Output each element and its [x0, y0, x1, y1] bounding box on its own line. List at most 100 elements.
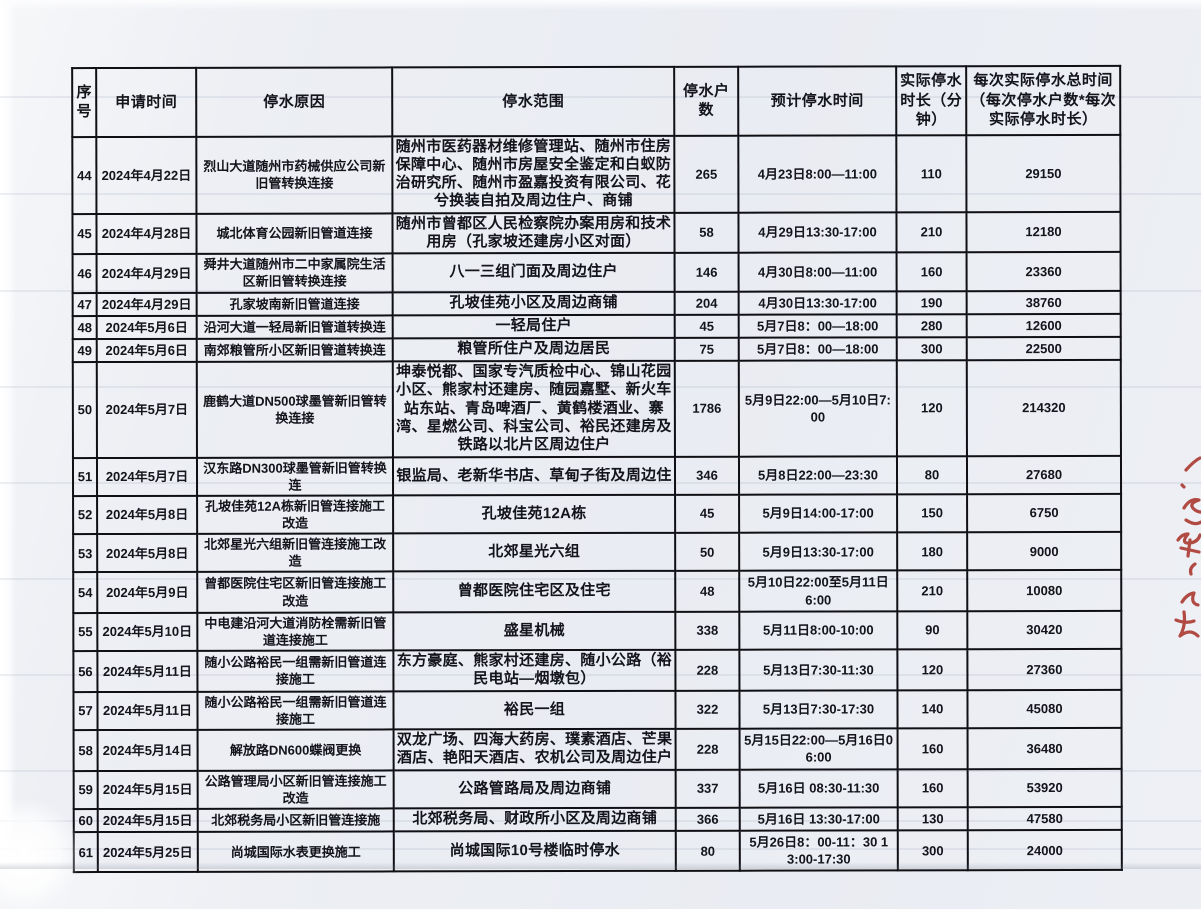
cell-applied: 2024年5月8日 [97, 534, 198, 573]
cell-households: 146 [674, 252, 739, 292]
cell-minutes: 210 [897, 570, 968, 612]
handwritten-red-annotation [1148, 444, 1201, 650]
cell-scope: 银监局、老新华书店、草甸子街及周边住 [392, 456, 676, 496]
scan-edge-bottom [0, 862, 1201, 869]
table-row: 58 2024年5月14日 解放路DN600蝶阀更换 双龙广场、四海大药房、璞素酒店、… [73, 727, 1122, 771]
cell-scope: 坤泰悦都、国家专汽质检中心、锦山花园小区、熊家村还建房、随园嘉墅、新火车站东站、… [392, 360, 675, 457]
cell-scope: 孔坡佳苑12A栋 [393, 494, 676, 534]
cell-minutes: 190 [896, 290, 967, 315]
cell-applied: 2024年5月7日 [96, 457, 198, 496]
cell-households: 204 [674, 291, 739, 315]
cell-households: 228 [675, 728, 740, 770]
cell-minutes: 120 [897, 649, 968, 691]
cell-households: 322 [675, 690, 740, 729]
cell-planned: 5月9日22:00—5月10日7:00 [738, 360, 897, 457]
table-row: 60 2024年5月15日 北郊税务局小区新旧管连接施 北郊税务局、财政所小区及周边商… [73, 806, 1122, 833]
cell-households: 1786 [674, 360, 739, 457]
cell-reason: 北郊税务局小区新旧管连接施 [197, 808, 394, 832]
cell-total: 12180 [966, 211, 1121, 253]
cell-total: 30420 [967, 610, 1122, 650]
table-row: 57 2024年5月11日 随小公路裕民一组需新旧管道连接施工 裕民一组 322 5月13… [73, 689, 1122, 731]
cell-scope: 一轻局住户 [392, 314, 675, 339]
cell-reason: 曾都医院住宅区新旧管连接施工改造 [197, 571, 394, 613]
cell-households: 48 [675, 571, 740, 612]
cell-households: 58 [674, 212, 739, 254]
cell-applied: 2024年5月6日 [96, 338, 197, 363]
cell-total: 214320 [966, 359, 1121, 456]
cell-planned: 4月23日8:00—11:00 [738, 134, 897, 213]
cell-planned: 4月30日13:30-17:00 [738, 290, 897, 315]
header-row: 序号 申请时间 停水原因 停水范围 停水户数 预计停水时间 实际停水时长（分钟）… [72, 65, 1121, 137]
cell-total: 45080 [967, 689, 1122, 729]
cell-scope: 孔坡佳苑小区及周边商铺 [392, 291, 675, 316]
scan-glare [0, 799, 80, 909]
table-row: 54 2024年5月9日 曾都医院住宅区新旧管连接施工改造 曾都医院住宅区及住宅 48 5… [73, 570, 1122, 613]
cell-no: 53 [73, 534, 98, 573]
scan-line [0, 290, 1201, 292]
cell-no: 50 [72, 362, 97, 458]
cell-scope: 随州市医药器材维修管理站、随州市住房保障中心、随州市房屋安全鉴定和白蚁防治研究所… [392, 135, 675, 214]
cell-no: 55 [73, 612, 98, 652]
cell-planned: 5月9日13:30-17:00 [739, 532, 898, 572]
cell-no: 47 [72, 292, 97, 316]
cell-total: 38760 [966, 290, 1121, 314]
scan-line [0, 770, 1201, 772]
cell-planned: 5月11日8:00-10:00 [739, 611, 898, 650]
cell-minutes: 180 [897, 532, 968, 571]
scan-edge-left [0, 0, 16, 869]
cell-applied: 2024年5月11日 [97, 691, 198, 731]
cell-total: 6750 [967, 493, 1122, 533]
cell-planned: 5月16日 13:30-17:00 [739, 807, 898, 831]
cell-total: 10080 [967, 570, 1122, 612]
cell-households: 338 [675, 611, 740, 650]
table-row: 59 2024年5月15日 公路管理局小区新旧管连接施工改造 公路管路局及周边商铺 33… [73, 768, 1122, 810]
cell-reason: 中电建沿河大道消防栓需新旧管道连接施工 [197, 612, 394, 651]
col-header-serial: 序号 [72, 68, 97, 137]
cell-scope: 随州市曾都区人民检察院办案用房和技术用房（孔家坡还建房小区对面） [392, 212, 675, 254]
cell-planned: 5月15日22:00—5月16日06:00 [739, 728, 898, 770]
cell-reason: 北郊星光六组新旧管连接施工改造 [197, 533, 394, 573]
cell-minutes: 160 [897, 728, 968, 769]
cell-no: 58 [73, 730, 98, 771]
cell-scope: 公路管路局及周边商铺 [393, 769, 676, 809]
cell-households: 337 [675, 769, 740, 808]
cell-applied: 2024年5月6日 [96, 315, 197, 339]
cell-households: 45 [674, 314, 739, 338]
cell-reason: 孔家坡南新旧管道连接 [196, 292, 393, 316]
water-outage-table: 序号 申请时间 停水原因 停水范围 停水户数 预计停水时间 实际停水时长（分钟）… [71, 64, 1123, 874]
cell-minutes: 110 [896, 134, 967, 213]
cell-no: 45 [72, 213, 97, 255]
cell-scope: 盛星机械 [393, 611, 676, 651]
table-body: 44 2024年4月22日 烈山大道随州市药械供应公司新旧管转换连接 随州市医药器材维… [72, 134, 1122, 873]
scan-line [0, 578, 1201, 580]
cell-planned: 5月7日8：00—18:00 [738, 337, 897, 361]
table-row: 45 2024年4月28日 城北体育公园新旧管道连接 随州市曾都区人民检察院办案用房和… [72, 211, 1121, 255]
table-row: 55 2024年5月10日 中电建沿河大道消防栓需新旧管道连接施工 盛星机械 338 5月… [73, 610, 1122, 652]
col-header-planned: 预计停水时间 [738, 66, 897, 136]
cell-applied: 2024年4月29日 [96, 254, 197, 293]
scan-line [0, 96, 1201, 98]
cell-no: 54 [73, 572, 98, 613]
cell-households: 50 [675, 532, 740, 572]
table-row: 51 2024年5月7日 汉东路DN300球墨管新旧管转换连 银监局、老新华书店、草甸… [72, 455, 1122, 496]
cell-no: 57 [73, 691, 98, 731]
col-header-applied: 申请时间 [96, 67, 197, 137]
cell-applied: 2024年5月8日 [97, 495, 198, 535]
cell-total: 22500 [966, 336, 1121, 361]
cell-households: 366 [675, 807, 740, 831]
col-header-reason: 停水原因 [196, 67, 393, 137]
cell-no: 46 [72, 254, 97, 293]
scan-line [0, 386, 1201, 388]
col-header-total: 每次实际停水总时间（每次停水户数*每次实际停水时长） [966, 65, 1121, 135]
cell-scope: 曾都医院住宅区及住宅 [393, 571, 676, 613]
cell-total: 27680 [966, 455, 1122, 495]
scan-line [0, 482, 1201, 484]
col-header-scope: 停水范围 [392, 66, 675, 136]
table-row: 53 2024年5月8日 北郊星光六组新旧管连接施工改造 北郊星光六组 50 5月9日13… [73, 532, 1122, 573]
cell-reason: 汉东路DN300球墨管新旧管转换连 [196, 456, 394, 496]
cell-applied: 2024年5月14日 [97, 729, 198, 771]
cell-minutes: 80 [896, 455, 968, 495]
cell-applied: 2024年4月22日 [96, 136, 197, 214]
cell-no: 56 [73, 651, 98, 692]
